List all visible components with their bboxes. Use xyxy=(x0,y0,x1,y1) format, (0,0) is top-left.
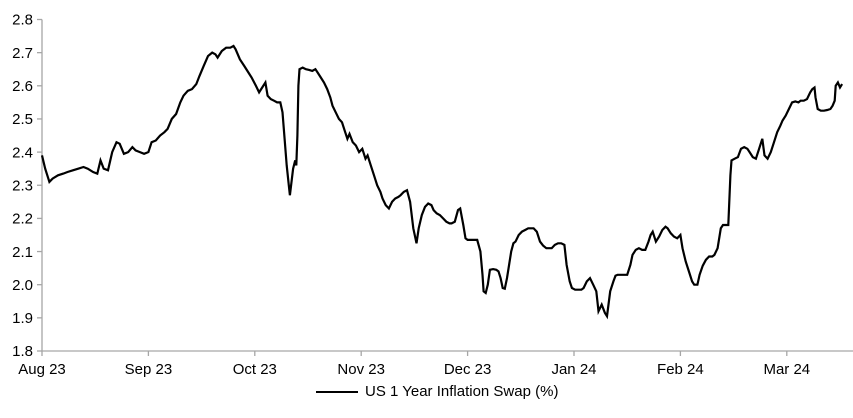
x-tick-label: Dec 23 xyxy=(444,361,492,378)
y-tick-label: 1.9 xyxy=(12,310,33,327)
y-tick-label: 2.0 xyxy=(12,277,33,294)
y-tick-label: 2.3 xyxy=(12,177,33,194)
y-tick-label: 2.1 xyxy=(12,244,33,261)
x-tick-label: Mar 24 xyxy=(763,361,810,378)
chart-legend: US 1 Year Inflation Swap (%) xyxy=(316,383,558,400)
legend-label: US 1 Year Inflation Swap (%) xyxy=(365,383,559,400)
y-tick-label: 2.6 xyxy=(12,78,33,95)
y-tick-label: 2.7 xyxy=(12,45,33,62)
x-tick-label: Jan 24 xyxy=(551,361,596,378)
y-tick-label: 1.8 xyxy=(12,343,33,360)
x-tick-label: Oct 23 xyxy=(233,361,277,378)
y-tick-label: 2.2 xyxy=(12,211,33,228)
y-tick-label: 2.4 xyxy=(12,144,33,161)
x-tick-label: Sep 23 xyxy=(125,361,173,378)
series-line xyxy=(40,44,844,320)
x-tick-label: Nov 23 xyxy=(337,361,385,378)
y-tick-label: 2.5 xyxy=(12,111,33,128)
x-tick-label: Feb 24 xyxy=(657,361,704,378)
legend-line-sample-icon xyxy=(316,390,358,393)
x-tick-label: Aug 23 xyxy=(18,361,66,378)
y-tick-label: 2.8 xyxy=(12,12,33,29)
